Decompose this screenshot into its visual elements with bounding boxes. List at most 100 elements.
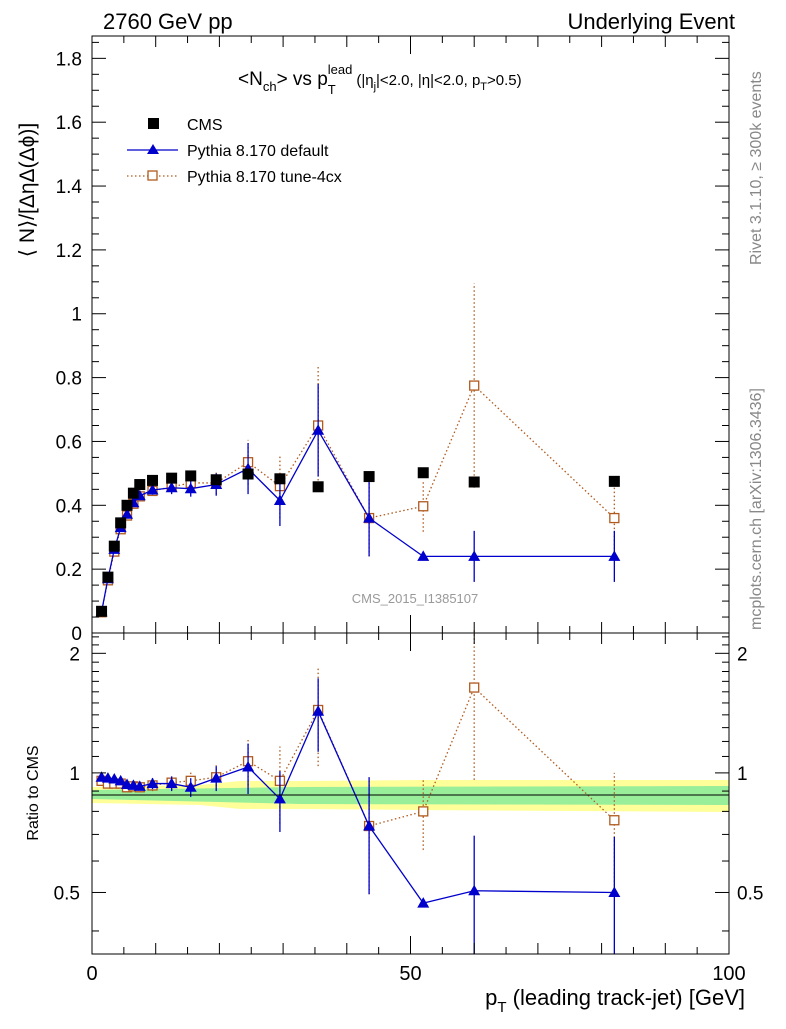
legend-cms-label: CMS (187, 117, 223, 134)
main-point-cms (185, 470, 197, 482)
ratio-point-default (363, 820, 376, 831)
ratio-point-default (165, 777, 178, 789)
y-tick-label: 0.6 (56, 432, 82, 453)
plot-title: <Nch> vs pTlead(|ηj|<2.0, |η|<2.0, pT>0.… (238, 62, 522, 97)
main-point-cms (166, 472, 178, 484)
ratio-tick-label: 0.5 (54, 883, 80, 904)
main-line-default (100, 428, 615, 613)
main-point-default (165, 481, 178, 493)
title-sub2: T (328, 82, 336, 97)
legend-default-label: Pythia 8.170 default (187, 143, 329, 160)
x-axis-label: pT (leading track-jet) [GeV] (485, 985, 745, 1016)
main-point-default (146, 483, 159, 495)
legend-cms-marker (148, 118, 159, 129)
main-series-layer (95, 283, 621, 618)
y-tick-label: 1.6 (56, 113, 82, 134)
x-axis-label-rest: (leading track-jet) [GeV] (507, 985, 745, 1010)
ratio-point-tune (469, 682, 480, 693)
axes-layer: 00.20.40.60.811.21.41.61.80.5 0.51 12 20 50 1… (54, 36, 763, 985)
header-right: Underlying Event (567, 9, 735, 34)
y-tick-label: 1.8 (56, 49, 82, 70)
x-tick-label: 50 (399, 963, 421, 985)
ratio-point-default (210, 772, 223, 783)
main-point-tune (418, 501, 429, 512)
main-point-cms (108, 540, 120, 552)
ratio-tick-label-right: 0.5 (737, 883, 763, 904)
title-main: <N (238, 69, 263, 90)
title-cut-2-sub: T (480, 81, 487, 93)
ratio-point-default (146, 777, 159, 789)
main-point-cms (274, 473, 286, 485)
main-point-default (312, 424, 325, 435)
legend-tune-label: Pythia 8.170 tune-4cx (187, 169, 342, 186)
title-cut-2: |<2.0, |η|<2.0, p (376, 72, 480, 89)
main-point-default (468, 550, 481, 561)
title-cut-1: (|η (356, 72, 373, 89)
main-point-default (608, 550, 621, 561)
main-point-cms (96, 605, 108, 617)
main-point-cms (312, 481, 324, 493)
main-point-cms (147, 474, 159, 486)
main-point-cms (121, 499, 133, 511)
x-axis-label-sub: T (497, 999, 506, 1016)
ratio-point-tune (418, 806, 429, 817)
mcplots-label: mcplots.cern.ch [arXiv:1306.3436] (748, 388, 765, 630)
ratio-tick-label-right: 2 (737, 644, 748, 665)
main-point-cms (417, 467, 429, 479)
title-after: > vs p (277, 69, 328, 90)
analysis-watermark: CMS_2015_I1385107 (352, 591, 479, 606)
ratio-point-default (184, 781, 197, 792)
rivet-label: Rivet 3.1.10, ≥ 300k events (748, 71, 765, 265)
main-point-cms (363, 471, 375, 483)
ratio-y-axis-label: Ratio to CMS (25, 745, 42, 840)
ratio-tick-label: 1 (69, 764, 80, 785)
ratio-point-default (133, 780, 146, 791)
x-axis-label-p: p (485, 985, 497, 1010)
ratio-series-layer (95, 627, 621, 954)
y-tick-label: 1.4 (56, 177, 83, 198)
main-point-cms (608, 475, 620, 487)
y-tick-label: 0.4 (56, 496, 83, 517)
main-point-cms (242, 468, 254, 480)
main-point-default (273, 494, 286, 506)
y-tick-label: 0 (71, 624, 82, 645)
header-left: 2760 GeV pp (103, 9, 233, 34)
title-cut-1-sub: j (373, 81, 376, 93)
main-point-default (121, 508, 134, 519)
legend-tune-marker (147, 170, 158, 181)
ratio-point-default (312, 705, 325, 716)
main-point-default (363, 512, 376, 523)
main-point-cms (134, 479, 146, 491)
legend-default-marker (147, 144, 159, 154)
ratio-point-default (468, 884, 481, 896)
ratio-point-default (114, 774, 127, 786)
main-point-cms (468, 476, 480, 488)
y-tick-label: 0.8 (56, 369, 82, 390)
x-tick-label: 0 (86, 963, 97, 985)
main-point-tune (469, 380, 480, 391)
y-tick-label: 0.2 (56, 560, 82, 581)
y-axis-label: ⟨ N⟩/[ΔηΔ(Δϕ)] (16, 123, 39, 257)
main-point-cms (115, 517, 127, 529)
x-tick-label: 100 (712, 963, 745, 985)
y-tick-label: 1 (71, 305, 82, 326)
ratio-point-default (242, 760, 255, 772)
ratio-point-tune (609, 815, 620, 826)
main-point-cms (102, 571, 114, 583)
y-tick-label: 1.2 (56, 241, 82, 262)
ratio-point-default (417, 897, 430, 908)
ratio-tick-label-right: 1 (737, 764, 748, 785)
ratio-point-default (273, 792, 286, 804)
legend: CMS Pythia 8.170 default Pythia 8.170 tu… (127, 117, 342, 186)
main-point-default (184, 482, 197, 494)
ratio-tick-label: 2 (69, 644, 80, 665)
main-point-cms (210, 474, 222, 486)
main-point-default (417, 550, 430, 561)
main-point-tune (609, 512, 620, 524)
title-sub: ch (263, 79, 277, 94)
title-sup: lead (328, 62, 353, 77)
main-point-cms (127, 487, 139, 499)
ratio-point-default (608, 886, 621, 897)
